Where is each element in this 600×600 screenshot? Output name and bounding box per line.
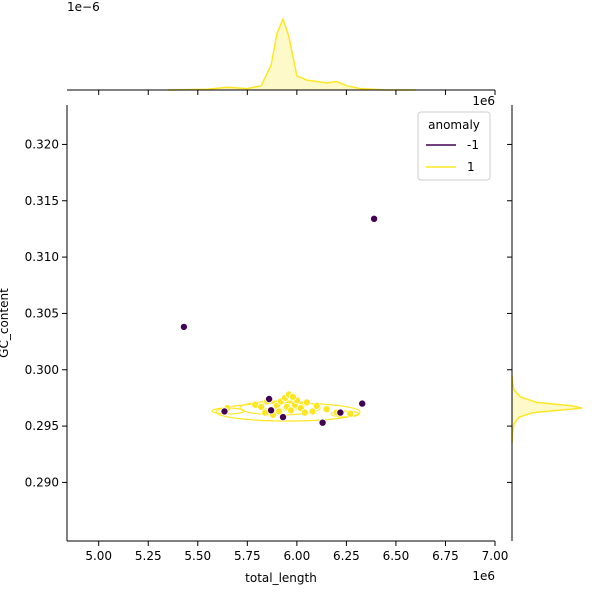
main-plot: 5.00 5.25 5.50 5.75 6.00 6.25 6.50 6.75 7.00 0.2… [0, 105, 508, 585]
right-marginal [507, 105, 583, 541]
x-tick-label: 5.00 [85, 549, 112, 563]
legend: anomaly -1 1 [417, 111, 491, 181]
right-density-fill [512, 375, 582, 443]
x-tick-label: 6.75 [432, 549, 459, 563]
scatter-point [370, 214, 379, 223]
top-x-offset-label: 1e6 [472, 94, 495, 108]
y-tick-label: 0.290 [25, 475, 59, 489]
scatter-points [179, 214, 379, 427]
right-density-line [511, 375, 583, 444]
legend-box [417, 111, 491, 181]
scatter-point [312, 401, 321, 410]
scatter-point [358, 399, 367, 408]
y-tick-label: 0.300 [25, 363, 59, 377]
top-density-line [168, 16, 416, 91]
x-ticks: 5.00 5.25 5.50 5.75 6.00 6.25 6.50 6.75 7.00 [85, 541, 508, 563]
top-y-offset-label: 1e−6 [67, 0, 100, 14]
scatter-point [286, 406, 295, 415]
scatter-point [220, 407, 229, 416]
legend-label-anomaly-neg1: -1 [467, 138, 479, 152]
kde-contour-outer [215, 402, 361, 422]
x-tick-label: 6.00 [283, 549, 310, 563]
y-ticks: 0.290 0.295 0.300 0.305 0.310 0.315 0.320 [25, 137, 67, 489]
x-axis-label: total_length [245, 571, 317, 585]
y-tick-label: 0.310 [25, 250, 59, 264]
kde-contour-right [330, 410, 360, 418]
legend-title: anomaly [428, 118, 480, 132]
x-tick-label: 5.75 [234, 549, 261, 563]
scatter-point [179, 322, 188, 331]
scatter-point [274, 407, 283, 416]
x-offset-label: 1e6 [472, 569, 495, 583]
scatter-point [300, 408, 309, 417]
right-ticks [507, 143, 512, 483]
legend-label-anomaly-1: 1 [467, 160, 475, 174]
scatter-point [288, 392, 297, 401]
top-marginal: 1e−6 1e6 [67, 0, 496, 108]
scatter-point [322, 405, 331, 414]
scatter-point [346, 409, 355, 418]
y-tick-label: 0.320 [25, 137, 59, 151]
y-tick-label: 0.295 [25, 419, 59, 433]
scatter-point [336, 408, 345, 417]
y-tick-label: 0.305 [25, 306, 59, 320]
x-tick-label: 6.25 [333, 549, 360, 563]
x-tick-label: 5.50 [184, 549, 211, 563]
y-tick-label: 0.315 [25, 194, 59, 208]
y-axis-label: GC_content [0, 288, 11, 358]
scatter-point [318, 418, 327, 427]
x-tick-label: 7.00 [482, 549, 509, 563]
x-tick-label: 6.50 [383, 549, 410, 563]
x-tick-label: 5.25 [135, 549, 162, 563]
scatter-point [265, 394, 274, 403]
top-ticks [98, 90, 496, 95]
scatter-point [257, 402, 266, 411]
scatter-point [308, 407, 317, 416]
scatter-point [278, 413, 287, 422]
scatter-point [302, 398, 311, 407]
scatter-point [267, 406, 276, 415]
